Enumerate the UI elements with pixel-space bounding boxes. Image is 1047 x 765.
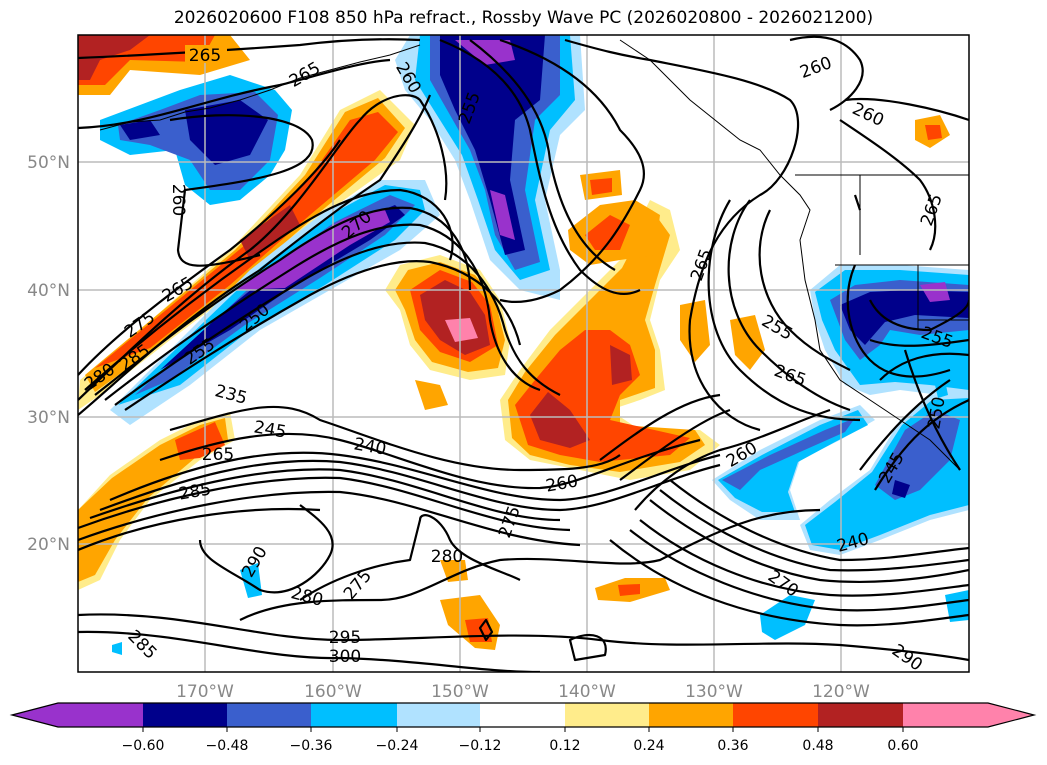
lat-label: 30°N <box>27 408 70 428</box>
refractivity-contours <box>78 35 969 672</box>
graticule <box>78 35 969 672</box>
colorbar-tick-label: 0.48 <box>802 738 833 754</box>
colorbar-swatch <box>565 703 649 727</box>
colorbar-tick-label: −0.12 <box>459 738 502 754</box>
colorbar-swatch <box>903 703 1034 727</box>
colorbar-swatch <box>397 703 480 727</box>
contour-label: 300 <box>329 647 361 667</box>
colorbar-swatch <box>480 703 565 727</box>
colorbar-tick-label: 0.36 <box>717 738 748 754</box>
lon-label: 170°W <box>176 682 234 702</box>
lon-label: 150°W <box>431 682 489 702</box>
lon-label: 140°W <box>558 682 616 702</box>
contour-label: 280 <box>431 547 463 567</box>
colorbar-tick-label: 0.12 <box>549 738 580 754</box>
contour-label: 295 <box>329 628 361 648</box>
plot-title: 2026020600 F108 850 hPa refract., Rossby… <box>173 8 874 28</box>
colorbar-swatch <box>227 703 311 727</box>
colorbar-swatch <box>12 703 143 727</box>
lat-label: 20°N <box>27 535 70 555</box>
latitude-labels: 50°N 40°N 30°N 20°N <box>27 153 70 555</box>
contour-label: 260 <box>168 184 188 216</box>
colorbar-outline <box>9 702 1037 728</box>
lon-label: 120°W <box>812 682 870 702</box>
colorbar-tick-label: −0.60 <box>122 738 165 754</box>
colorbar-swatch <box>649 703 733 727</box>
contour-label: 265 <box>202 445 234 465</box>
colorbar-tick-label: −0.48 <box>206 738 249 754</box>
longitude-labels: 170°W 160°W 150°W 140°W 130°W 120°W <box>176 682 870 702</box>
map-panel: 265 265 260 255 260 260 260 270 265 275 … <box>78 35 969 672</box>
colorbar-tick-label: −0.36 <box>290 738 333 754</box>
contour-label: 265 <box>189 46 221 66</box>
colorbar <box>9 702 1037 732</box>
colorbar-swatch <box>818 703 903 727</box>
coastlines <box>99 39 969 471</box>
colorbar-tick-label: 0.24 <box>633 738 664 754</box>
colorbar-swatch <box>143 703 227 727</box>
lon-label: 160°W <box>304 682 362 702</box>
colorbar-tick-label: −0.24 <box>376 738 419 754</box>
colorbar-swatch <box>311 703 397 727</box>
map-frame <box>77 34 970 673</box>
colorbar-swatch <box>733 703 818 727</box>
lat-label: 50°N <box>27 153 70 173</box>
colorbar-tick-label: 0.60 <box>887 738 918 754</box>
lat-label: 40°N <box>27 281 70 301</box>
lon-label: 130°W <box>685 682 743 702</box>
colorbar-ticks: −0.60 −0.48 −0.36 −0.24 −0.12 0.12 0.24 … <box>122 738 919 754</box>
